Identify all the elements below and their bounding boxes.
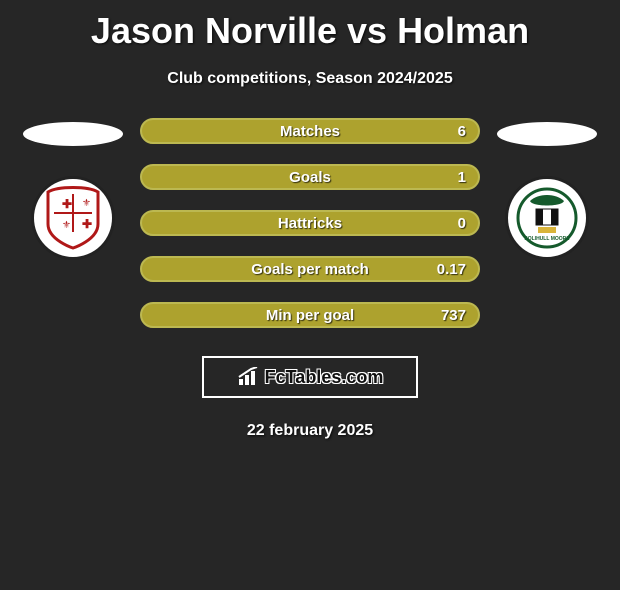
site-logo: FcTables.com <box>202 356 418 398</box>
shield-icon: ✚ ✚ ⚜ ⚜ <box>46 186 100 250</box>
svg-text:✚: ✚ <box>62 197 72 211</box>
stat-label: Goals <box>289 169 331 186</box>
date-label: 22 february 2025 <box>0 422 620 440</box>
stat-label: Matches <box>280 123 340 140</box>
subtitle: Club competitions, Season 2024/2025 <box>0 70 620 88</box>
player-left-column: ✚ ✚ ⚜ ⚜ <box>18 118 128 260</box>
stat-row: Min per goal 737 <box>140 302 480 328</box>
stat-label: Hattricks <box>278 215 342 232</box>
svg-text:SOLIHULL MOORS: SOLIHULL MOORS <box>524 236 570 242</box>
logo-text: FcTables.com <box>265 367 384 388</box>
stat-row: Goals per match 0.17 <box>140 256 480 282</box>
stat-label: Min per goal <box>266 307 354 324</box>
stat-value-right: 0 <box>458 215 466 232</box>
chart-icon <box>237 367 261 387</box>
player-photo-placeholder <box>23 122 123 146</box>
stat-value-right: 6 <box>458 123 466 140</box>
comparison-panel: ✚ ✚ ⚜ ⚜ Matches 6 Goals 1 Hattricks 0 Goals pe… <box>0 118 620 328</box>
stat-value-right: 1 <box>458 169 466 186</box>
crest-icon: SOLIHULL MOORS <box>516 187 578 249</box>
stat-row: Hattricks 0 <box>140 210 480 236</box>
player-right-column: SOLIHULL MOORS <box>492 118 602 260</box>
player-photo-placeholder <box>497 122 597 146</box>
stat-value-right: 737 <box>441 307 466 324</box>
stat-row: Goals 1 <box>140 164 480 190</box>
stat-label: Goals per match <box>251 261 369 278</box>
stat-value-right: 0.17 <box>437 261 466 278</box>
stat-row: Matches 6 <box>140 118 480 144</box>
svg-text:⚜: ⚜ <box>82 198 91 209</box>
svg-text:✚: ✚ <box>82 217 92 231</box>
stats-list: Matches 6 Goals 1 Hattricks 0 Goals per match 0… <box>140 118 480 328</box>
club-crest-left: ✚ ✚ ⚜ ⚜ <box>31 176 115 260</box>
svg-text:⚜: ⚜ <box>62 220 71 231</box>
club-crest-right: SOLIHULL MOORS <box>505 176 589 260</box>
page-title: Jason Norville vs Holman <box>0 10 620 52</box>
